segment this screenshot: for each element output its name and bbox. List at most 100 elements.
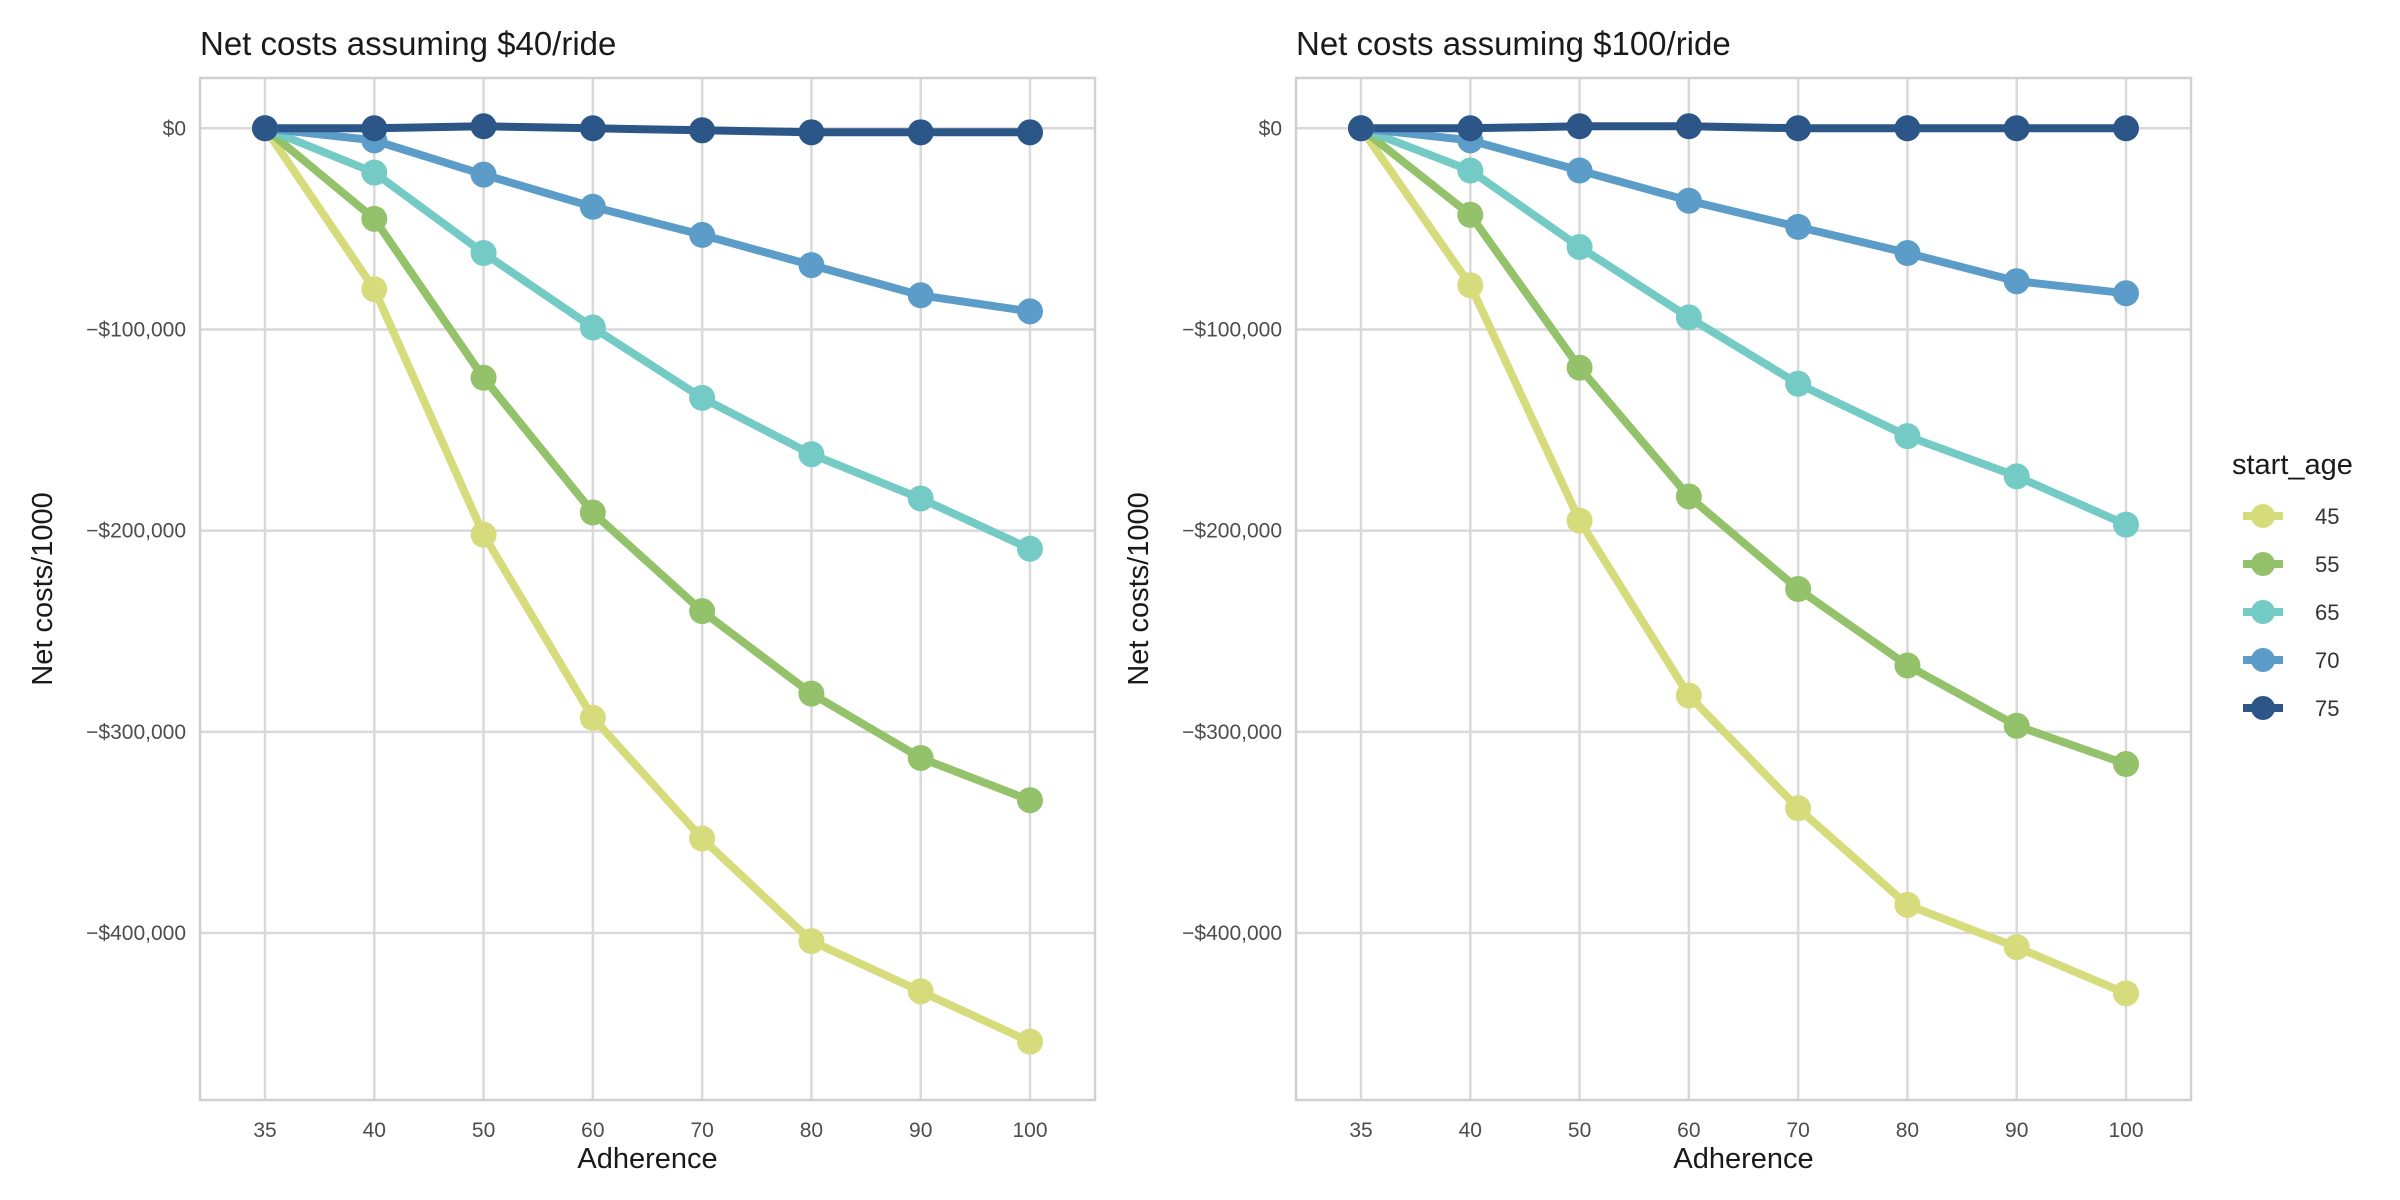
series-line-70 [1357, 124, 2130, 298]
data-point-65 [2003, 463, 2030, 490]
y-tick-label: −$200,000 [1182, 520, 1282, 543]
data-point-55 [470, 364, 497, 391]
y-tick-label: −$100,000 [1182, 318, 1282, 341]
x-tick-label: 70 [690, 1119, 713, 1142]
legend: start_age 45 55 65 70 75 [2232, 449, 2353, 721]
y-tick-label: −$200,000 [86, 520, 186, 543]
data-point-45 [1894, 891, 1921, 918]
series-line-65 [261, 124, 1034, 553]
legend-key: 65 [2243, 600, 2339, 625]
y-tick-label: −$100,000 [86, 318, 186, 341]
data-point-55 [689, 598, 716, 625]
legend-key: 70 [2243, 648, 2339, 673]
data-point-70 [907, 282, 934, 309]
data-point-70 [579, 193, 606, 220]
legend-key: 75 [2243, 696, 2339, 721]
data-point-70 [2113, 280, 2139, 307]
data-point-75 [252, 115, 278, 142]
data-point-75 [470, 113, 497, 140]
data-point-45 [579, 704, 606, 731]
data-point-65 [1017, 535, 1043, 562]
data-point-75 [2003, 115, 2030, 142]
panel-left: Net costs assuming $40/ride 35 40 50 60 70 80… [27, 25, 1097, 1175]
data-point-75 [1348, 115, 1374, 142]
series-line-70 [261, 124, 1034, 316]
y-tick-label: −$300,000 [86, 721, 186, 744]
data-point-55 [1894, 652, 1921, 679]
series-line-55 [1357, 124, 2130, 768]
data-point-75 [1785, 115, 1812, 142]
data-point-45 [1017, 1028, 1043, 1055]
x-tick-label: 90 [2005, 1119, 2028, 1142]
data-point-65 [2113, 511, 2139, 538]
y-axis-label: Net costs/1000 [1123, 492, 1155, 685]
x-tick-label: 40 [363, 1119, 386, 1142]
data-point-65 [1894, 423, 1921, 450]
data-point-70 [1566, 157, 1593, 184]
data-point-55 [579, 499, 606, 526]
x-tick-label: 40 [1459, 1119, 1482, 1142]
legend-label: 45 [2315, 504, 2339, 529]
data-point-75 [1894, 115, 1921, 142]
data-point-70 [470, 161, 497, 188]
x-tick-label: 100 [2108, 1119, 2143, 1142]
series-line-45 [261, 124, 1034, 1046]
data-point-70 [1675, 187, 1702, 214]
data-point-45 [689, 825, 716, 852]
legend-label: 55 [2315, 552, 2339, 577]
x-tick-label: 70 [1786, 1119, 1809, 1142]
legend-key: 55 [2243, 552, 2339, 577]
data-point-55 [798, 680, 825, 707]
data-point-45 [361, 276, 388, 303]
legend-swatch-point [2251, 648, 2275, 672]
data-point-55 [361, 205, 388, 232]
series-line-55 [261, 124, 1034, 805]
data-point-70 [2003, 268, 2030, 295]
data-point-75 [798, 119, 825, 146]
data-point-75 [1566, 113, 1593, 140]
data-point-45 [907, 978, 934, 1005]
series-line-75 [261, 122, 1034, 137]
y-tick-label: −$300,000 [1182, 721, 1282, 744]
x-axis-label: Adherence [1673, 1143, 1813, 1175]
data-point-55 [1566, 354, 1593, 381]
data-point-55 [2003, 712, 2030, 739]
data-point-55 [1675, 483, 1702, 510]
data-point-65 [361, 159, 388, 186]
data-point-45 [1785, 795, 1812, 822]
data-point-45 [2113, 980, 2139, 1007]
series-line-65 [1357, 124, 2130, 529]
data-point-65 [1566, 233, 1593, 260]
legend-swatch-point [2251, 552, 2275, 576]
series-line-45 [1357, 124, 2130, 998]
series-line-75 [1357, 122, 2130, 133]
x-tick-label: 60 [581, 1119, 604, 1142]
data-point-70 [689, 221, 716, 248]
data-point-75 [1675, 113, 1702, 140]
data-point-70 [1894, 240, 1921, 267]
x-tick-label: 80 [1896, 1119, 1919, 1142]
data-point-75 [579, 115, 606, 142]
legend-key: 45 [2243, 504, 2339, 529]
data-point-65 [470, 240, 497, 267]
data-point-55 [907, 744, 934, 771]
data-point-45 [2003, 934, 2030, 961]
chart-title: Net costs assuming $40/ride [200, 25, 616, 62]
data-point-65 [1785, 370, 1812, 397]
legend-swatch-point [2251, 504, 2275, 528]
x-tick-label: 90 [909, 1119, 932, 1142]
data-point-70 [1017, 298, 1043, 325]
data-point-75 [1017, 119, 1043, 146]
x-tick-label: 60 [1677, 1119, 1700, 1142]
x-tick-label: 35 [253, 1119, 276, 1142]
data-point-45 [470, 521, 497, 548]
data-point-65 [798, 441, 825, 468]
data-point-55 [1017, 787, 1043, 814]
data-point-75 [907, 119, 934, 146]
data-point-75 [2113, 115, 2139, 142]
x-tick-label: 100 [1012, 1119, 1047, 1142]
y-tick-label: −$400,000 [86, 922, 186, 945]
x-tick-label: 50 [1568, 1119, 1591, 1142]
y-tick-label: $0 [163, 117, 186, 140]
data-point-65 [1675, 304, 1702, 331]
